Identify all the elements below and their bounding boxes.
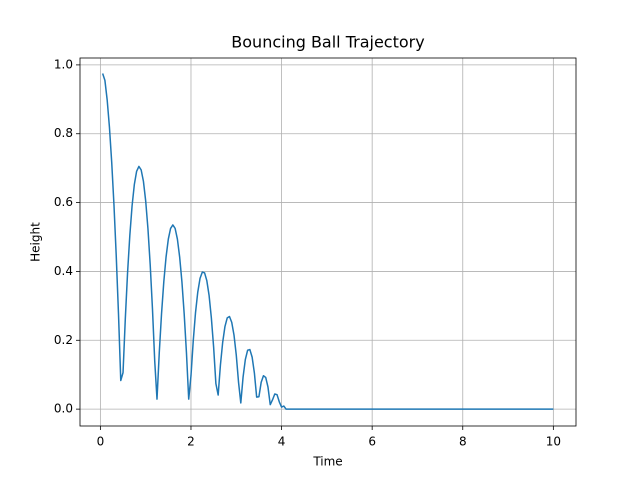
y-tick-label: 0.6 (54, 195, 73, 209)
x-tick-label: 8 (459, 435, 467, 449)
x-axis-label: Time (312, 455, 342, 469)
x-tick-label: 2 (187, 435, 195, 449)
axes-frame (79, 57, 577, 427)
y-tick-label: 0.8 (54, 126, 73, 140)
x-tick-label: 4 (278, 435, 286, 449)
y-tick-label: 0.2 (54, 333, 73, 347)
x-tick-label: 10 (546, 435, 561, 449)
y-tick-label: 0.4 (54, 264, 73, 278)
chart-title: Bouncing Ball Trajectory (231, 33, 424, 52)
x-tick-label: 6 (368, 435, 376, 449)
y-tick-label: 0.0 (54, 402, 73, 416)
y-axis-label: Height (29, 222, 43, 262)
trajectory-line (101, 73, 554, 410)
y-tick-label: 1.0 (54, 57, 73, 71)
x-tick-label: 0 (97, 435, 105, 449)
